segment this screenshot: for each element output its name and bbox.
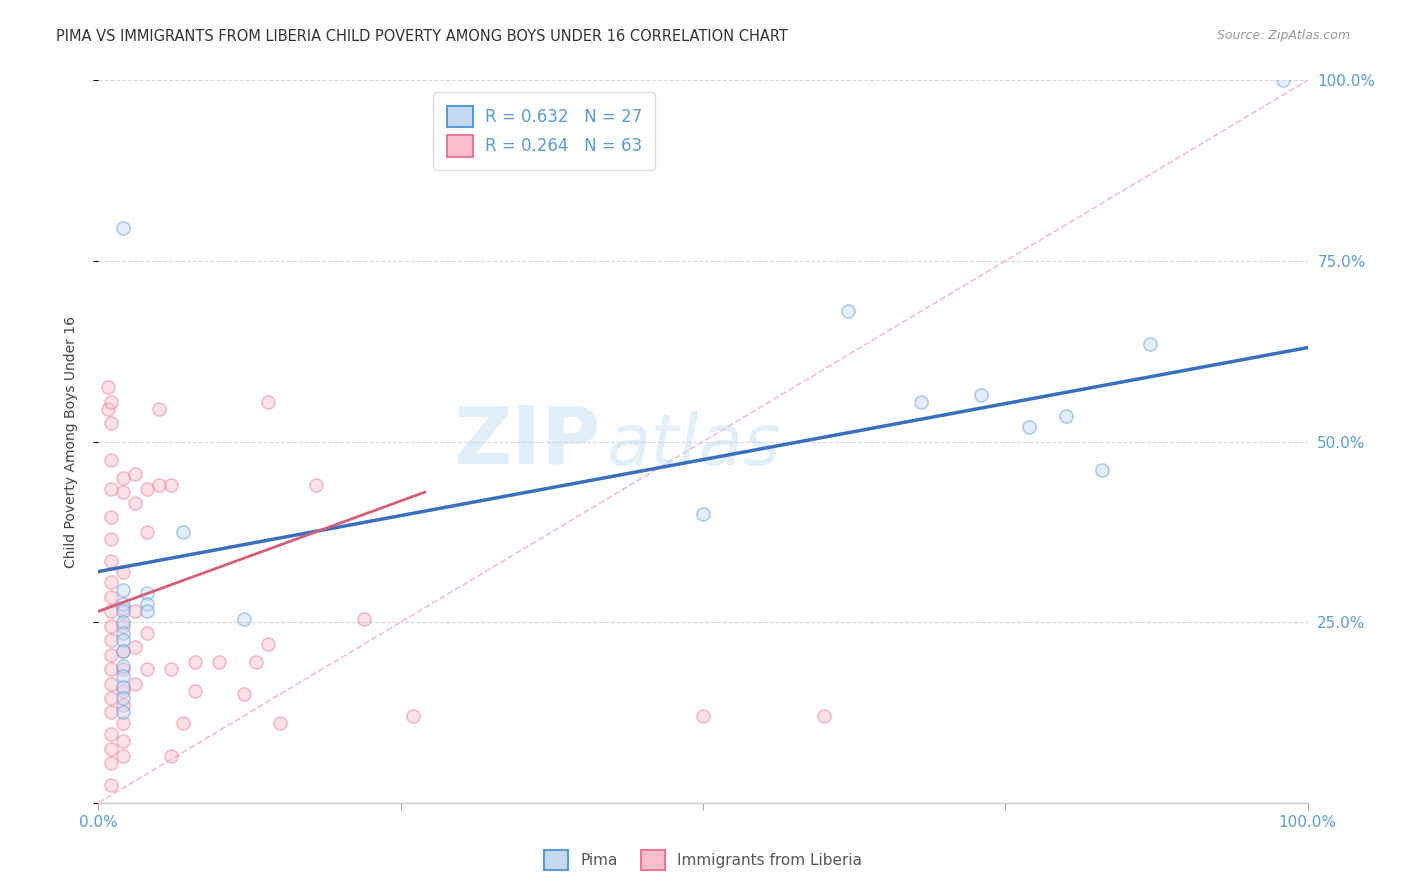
- Point: [111, 470, 134, 484]
- Point: [100, 676, 122, 690]
- Point: [100, 648, 122, 662]
- Point: [135, 586, 157, 600]
- Point: [813, 709, 835, 723]
- Point: [111, 680, 134, 694]
- Point: [135, 524, 157, 539]
- Point: [111, 633, 134, 648]
- Point: [135, 604, 157, 618]
- Point: [184, 655, 207, 669]
- Point: [100, 706, 122, 720]
- Point: [124, 467, 146, 481]
- Point: [111, 600, 134, 615]
- Point: [100, 575, 122, 590]
- Text: atlas: atlas: [606, 410, 780, 480]
- Point: [692, 709, 714, 723]
- Point: [692, 507, 714, 521]
- Point: [160, 748, 183, 763]
- Point: [135, 662, 157, 676]
- Point: [111, 565, 134, 579]
- Point: [232, 611, 254, 625]
- Point: [402, 709, 425, 723]
- Point: [100, 554, 122, 568]
- Point: [910, 394, 932, 409]
- Point: [111, 669, 134, 683]
- Point: [111, 662, 134, 676]
- Point: [111, 748, 134, 763]
- Text: Source: ZipAtlas.com: Source: ZipAtlas.com: [1216, 29, 1350, 42]
- Point: [148, 478, 170, 492]
- Point: [111, 644, 134, 658]
- Point: [208, 655, 231, 669]
- Point: [160, 662, 183, 676]
- Point: [172, 524, 194, 539]
- Point: [124, 640, 146, 655]
- Point: [111, 698, 134, 713]
- Point: [1139, 337, 1161, 351]
- Point: [135, 482, 157, 496]
- Point: [111, 716, 134, 731]
- Point: [100, 691, 122, 706]
- Point: [124, 676, 146, 690]
- Point: [111, 691, 134, 706]
- Point: [100, 741, 122, 756]
- Point: [100, 452, 122, 467]
- Point: [100, 532, 122, 546]
- Point: [100, 417, 122, 431]
- Point: [269, 716, 291, 731]
- Point: [100, 510, 122, 524]
- Point: [111, 626, 134, 640]
- Point: [245, 655, 267, 669]
- Point: [97, 402, 120, 417]
- Text: PIMA VS IMMIGRANTS FROM LIBERIA CHILD POVERTY AMONG BOYS UNDER 16 CORRELATION CH: PIMA VS IMMIGRANTS FROM LIBERIA CHILD PO…: [56, 29, 789, 44]
- Point: [1091, 463, 1114, 477]
- Point: [100, 619, 122, 633]
- Point: [111, 615, 134, 630]
- Point: [305, 478, 328, 492]
- Point: [100, 482, 122, 496]
- Point: [100, 604, 122, 618]
- Point: [1054, 409, 1077, 424]
- Legend: Pima, Immigrants from Liberia: Pima, Immigrants from Liberia: [536, 842, 870, 877]
- Point: [100, 727, 122, 741]
- Point: [135, 626, 157, 640]
- Point: [256, 394, 278, 409]
- Point: [970, 387, 993, 401]
- Legend: R = 0.632   N = 27, R = 0.264   N = 63: R = 0.632 N = 27, R = 0.264 N = 63: [433, 92, 655, 170]
- Point: [100, 394, 122, 409]
- Point: [256, 637, 278, 651]
- Point: [124, 496, 146, 510]
- Y-axis label: Child Poverty Among Boys Under 16: Child Poverty Among Boys Under 16: [63, 316, 77, 567]
- Point: [111, 734, 134, 748]
- Point: [111, 619, 134, 633]
- Point: [100, 756, 122, 770]
- Point: [353, 611, 375, 625]
- Point: [1018, 420, 1040, 434]
- Point: [100, 633, 122, 648]
- Point: [111, 485, 134, 500]
- Text: ZIP: ZIP: [453, 402, 600, 481]
- Point: [111, 604, 134, 618]
- Point: [111, 221, 134, 235]
- Point: [111, 658, 134, 673]
- Point: [148, 402, 170, 417]
- Point: [100, 662, 122, 676]
- Point: [111, 597, 134, 611]
- Point: [172, 716, 194, 731]
- Point: [111, 582, 134, 597]
- Point: [97, 380, 120, 394]
- Point: [111, 683, 134, 698]
- Point: [160, 478, 183, 492]
- Point: [100, 778, 122, 792]
- Point: [111, 644, 134, 658]
- Point: [184, 683, 207, 698]
- Point: [1272, 73, 1295, 87]
- Point: [100, 590, 122, 604]
- Point: [135, 597, 157, 611]
- Point: [124, 604, 146, 618]
- Point: [837, 304, 859, 318]
- Point: [111, 706, 134, 720]
- Point: [232, 687, 254, 701]
